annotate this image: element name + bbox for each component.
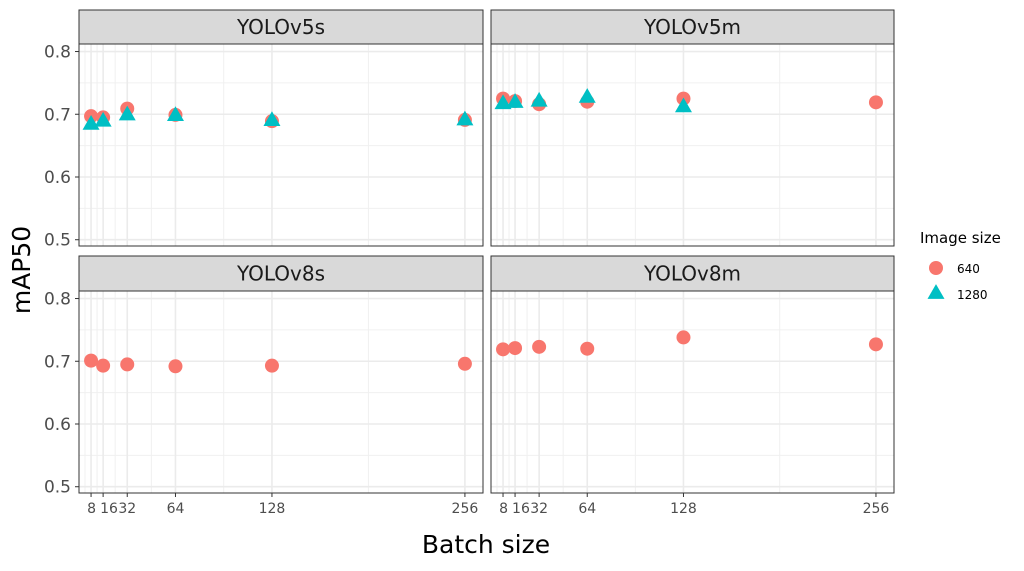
y-tick-label: 0.5 [44, 231, 71, 251]
data-point-1280 [94, 111, 112, 127]
x-tick-label: 128 [259, 501, 286, 517]
x-tick-label: 16 [100, 501, 118, 517]
data-point-1280 [494, 94, 512, 110]
panel-background [491, 291, 894, 493]
panel-background [491, 44, 894, 246]
data-point-640 [496, 342, 511, 357]
y-tick-label: 0.7 [44, 105, 71, 125]
x-tick-label: 32 [530, 501, 548, 517]
x-axis-title: Batch size [422, 530, 550, 559]
data-point-640 [868, 95, 883, 110]
x-tick-label: 8 [499, 501, 508, 517]
y-axis-title: mAP50 [7, 226, 36, 314]
data-point-640 [508, 341, 523, 356]
data-point-1280 [530, 91, 548, 107]
y-tick-label: 0.6 [44, 168, 71, 188]
data-point-640 [457, 356, 472, 371]
legend-label: 640 [957, 262, 980, 276]
x-tick-label: 128 [670, 501, 697, 517]
data-point-1280 [263, 111, 281, 127]
data-point-1280 [166, 106, 184, 122]
data-point-640 [84, 353, 99, 368]
data-point-640 [676, 330, 691, 345]
facet-title: YOLOv8m [643, 262, 741, 286]
x-tick-label: 32 [118, 501, 136, 517]
legend-entry-1280: 1280 [927, 284, 988, 302]
y-tick-label: 0.8 [44, 43, 71, 63]
data-point-640 [580, 341, 595, 356]
x-axis-ticks: 8 16 32 64 128 256 8 16 32 64 128 256 [87, 493, 889, 517]
legend-key-circle [929, 261, 943, 275]
x-tick-label: 256 [863, 501, 890, 517]
facet-strip [490, 255, 895, 292]
x-tick-label: 8 [87, 501, 96, 517]
legend-label: 1280 [957, 288, 988, 302]
panels-layer: YOLOv5s YOLOv5m YOLOv8s YOLOv8m [78, 9, 895, 494]
x-tick-label: 16 [512, 501, 530, 517]
x-tick-label: 64 [167, 501, 185, 517]
data-point-640 [96, 358, 111, 373]
x-tick-label: 64 [578, 501, 596, 517]
data-point-1280 [578, 88, 596, 103]
panel-border [490, 43, 895, 247]
legend-key-triangle [927, 284, 945, 299]
facet-strip [78, 255, 484, 292]
panel-border [78, 43, 484, 247]
legend-entry-640: 640 [929, 261, 980, 276]
y-tick-label: 0.5 [44, 478, 71, 498]
data-point-640 [532, 339, 547, 354]
legend-title: Image size [920, 229, 1001, 247]
panel-background [79, 44, 483, 246]
data-point-640 [168, 359, 183, 374]
legend-entries: 640 1280 [927, 261, 988, 302]
data-point-1280 [118, 105, 136, 121]
y-tick-label: 0.6 [44, 415, 71, 435]
panel-background [79, 291, 483, 493]
panel-yolov8m: YOLOv8m [490, 255, 895, 494]
data-point-1280 [456, 110, 474, 126]
facet-title: YOLOv8s [236, 262, 325, 286]
panel-yolov8s: YOLOv8s [78, 255, 484, 494]
data-point-640 [264, 358, 279, 373]
data-point-1280 [674, 97, 692, 113]
y-tick-label: 0.7 [44, 352, 71, 372]
x-tick-label: 256 [452, 501, 479, 517]
panel-yolov5s: YOLOv5s [78, 9, 484, 247]
panel-border [490, 290, 895, 494]
facet-title: YOLOv5m [643, 15, 741, 39]
legend: Image size 640 1280 [920, 229, 1001, 302]
data-point-640 [868, 337, 883, 352]
data-point-1280 [506, 93, 524, 108]
panel-yolov5m: YOLOv5m [490, 9, 895, 247]
facet-title: YOLOv5s [236, 15, 325, 39]
data-point-640 [120, 357, 135, 372]
y-axis-ticks: 0.5 0.6 0.7 0.8 0.5 0.6 0.7 0.8 [44, 43, 79, 498]
panel-border [78, 290, 484, 494]
y-tick-label: 0.8 [44, 290, 71, 310]
facet-strip [78, 9, 484, 45]
